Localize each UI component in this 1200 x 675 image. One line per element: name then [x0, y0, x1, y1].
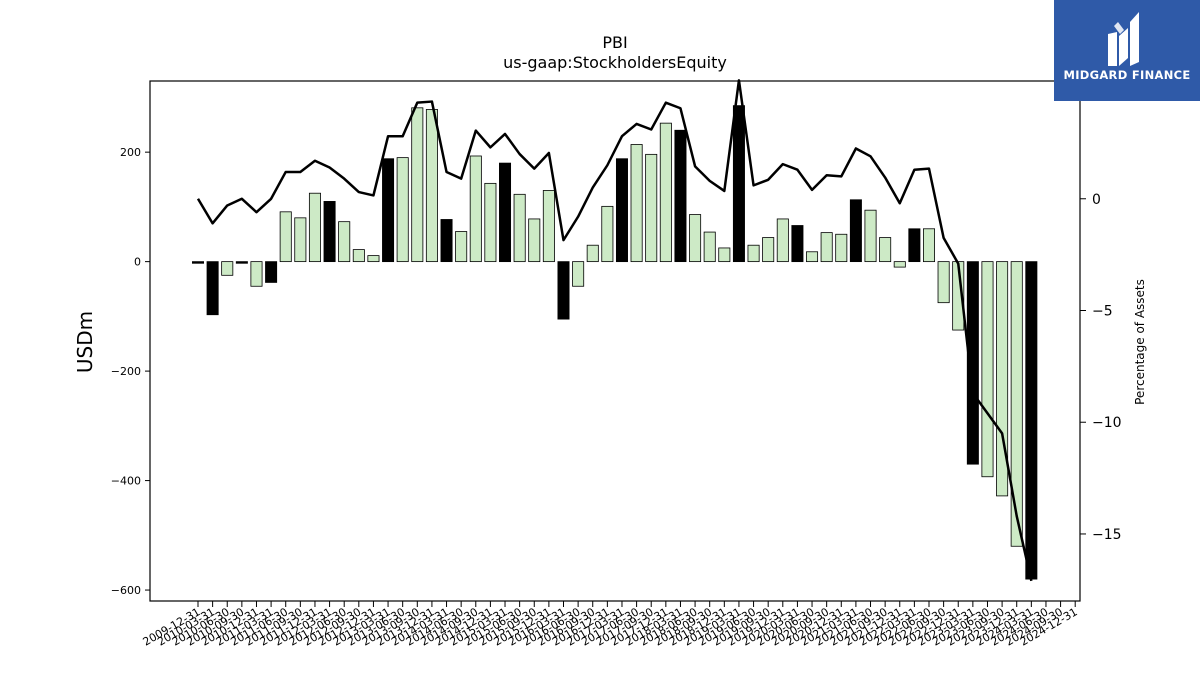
bar [484, 182, 497, 263]
bar [499, 162, 512, 263]
bar [747, 244, 760, 263]
bar [762, 237, 775, 263]
bar [615, 158, 628, 263]
plot-frame [149, 80, 1081, 602]
bar [791, 225, 804, 263]
bar [513, 193, 526, 263]
bar [308, 192, 321, 263]
y-tick-label: 200 [120, 146, 141, 159]
y-axis-label: USDm [73, 311, 97, 373]
percentage-line [196, 79, 1033, 582]
bar [1010, 261, 1023, 547]
bar [1025, 261, 1038, 580]
bar [191, 261, 204, 264]
bar [835, 233, 848, 263]
bar [689, 214, 702, 263]
bar [557, 261, 570, 320]
bar [718, 247, 731, 263]
bar [893, 261, 906, 268]
bar [440, 219, 453, 263]
bar [206, 261, 219, 316]
bar [235, 261, 248, 264]
bar [937, 261, 950, 304]
bar [659, 122, 672, 263]
logo-text: MIDGARD FINANCE [1063, 68, 1191, 82]
bar [806, 251, 819, 263]
midgard-logo-icon [1108, 12, 1139, 66]
y2-tick-label: −15 [1092, 527, 1122, 543]
bar [396, 157, 409, 263]
y2-tick-label: −10 [1092, 415, 1122, 431]
bar [572, 261, 585, 287]
bar [455, 231, 468, 263]
bar [996, 261, 1009, 497]
bar [645, 153, 658, 263]
y2-tick-label: 0 [1092, 192, 1101, 208]
y-tick-label: −200 [111, 365, 141, 378]
bar [849, 199, 862, 263]
bar [966, 261, 979, 465]
y-axis-right: 50−5−10−15 [1080, 80, 1122, 543]
bar [382, 158, 395, 263]
chart-subtitle: us-gaap:StockholdersEquity [503, 53, 727, 72]
bar [630, 144, 643, 263]
y-tick-label: −400 [111, 475, 141, 488]
bar [367, 255, 380, 263]
bar [250, 261, 263, 287]
bar [923, 228, 936, 263]
bar [776, 218, 789, 263]
bar [601, 205, 614, 263]
bar [732, 105, 745, 263]
bar [294, 217, 307, 263]
bar [674, 129, 687, 263]
midgard-finance-logo: MIDGARD FINANCE [1054, 0, 1200, 101]
y2-axis-label: Percentage of Assets [1133, 279, 1147, 405]
bar [279, 211, 292, 263]
bar [528, 218, 541, 263]
bar [425, 109, 438, 263]
bar [542, 190, 555, 263]
y2-tick-label: −5 [1092, 303, 1113, 319]
y-tick-label: −600 [111, 584, 141, 597]
bars-layer [191, 105, 1038, 580]
bar [586, 244, 599, 263]
bar [265, 261, 278, 283]
bar [221, 261, 234, 276]
bar [879, 237, 892, 263]
y-tick-label: 0 [134, 256, 141, 269]
bar [411, 107, 424, 263]
bar [864, 209, 877, 263]
y-axis-left: 200 0 −200 −400 −600 [111, 146, 150, 597]
bar [908, 228, 921, 263]
chart-title: PBI [602, 33, 627, 52]
bar [981, 261, 994, 478]
bar [352, 249, 365, 263]
bar [338, 221, 351, 263]
x-axis: 2009-12-312010-03-312010-06-302010-09-30… [141, 601, 1080, 649]
bar [469, 155, 482, 263]
bar [703, 231, 716, 263]
bar [820, 232, 833, 263]
bar [323, 201, 336, 263]
